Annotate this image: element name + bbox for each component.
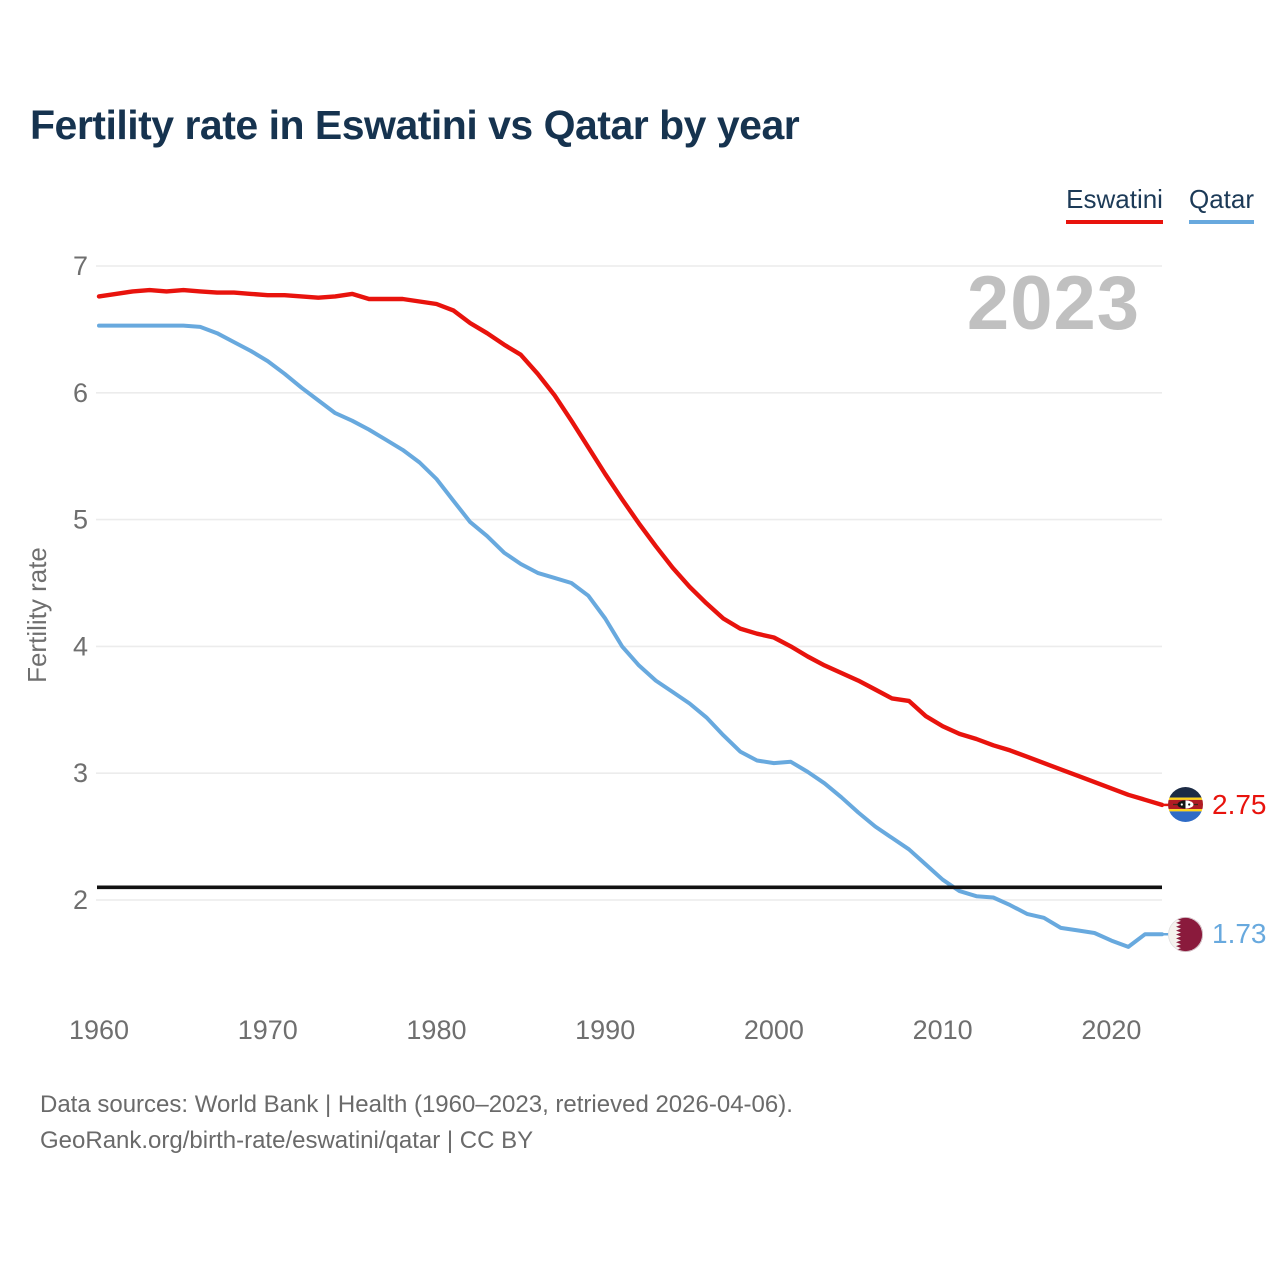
series-line-qatar: [97, 323, 1164, 949]
x-tick-2020: 2020: [1081, 1015, 1141, 1045]
y-axis-title: Fertility rate: [22, 547, 52, 683]
qatar-end-value: 1.73: [1212, 918, 1267, 950]
legend-item-eswatini[interactable]: Eswatini: [1066, 184, 1163, 224]
y-tick-3: 3: [73, 758, 88, 788]
eswatini-flag-icon: [1168, 787, 1203, 823]
x-tick-1970: 1970: [238, 1015, 298, 1045]
year-watermark: 2023: [966, 261, 1140, 346]
footer-sources: Data sources: World Bank | Health (1960–…: [40, 1091, 793, 1118]
x-tick-2000: 2000: [744, 1015, 804, 1045]
footer-attribution: GeoRank.org/birth-rate/eswatini/qatar | …: [40, 1127, 534, 1154]
x-tick-2010: 2010: [913, 1015, 973, 1045]
eswatini-end-label: 2.75: [1168, 787, 1267, 823]
x-tick-1990: 1990: [575, 1015, 635, 1045]
qatar-end-label: 1.73: [1168, 916, 1267, 952]
y-tick-6: 6: [73, 378, 88, 408]
y-tick-7: 7: [73, 251, 88, 281]
chart-legend: Eswatini Qatar: [1066, 184, 1254, 224]
eswatini-end-value: 2.75: [1212, 788, 1267, 820]
qatar-flag-icon: [1168, 916, 1203, 952]
y-tick-5: 5: [73, 505, 88, 535]
y-tick-2: 2: [73, 885, 88, 915]
series-line-eswatini: [96, 287, 1165, 808]
x-tick-1960: 1960: [69, 1015, 129, 1045]
y-tick-4: 4: [73, 631, 88, 661]
x-tick-1980: 1980: [406, 1015, 466, 1045]
page-title: Fertility rate in Eswatini vs Qatar by y…: [30, 102, 800, 148]
legend-item-qatar[interactable]: Qatar: [1188, 184, 1254, 224]
